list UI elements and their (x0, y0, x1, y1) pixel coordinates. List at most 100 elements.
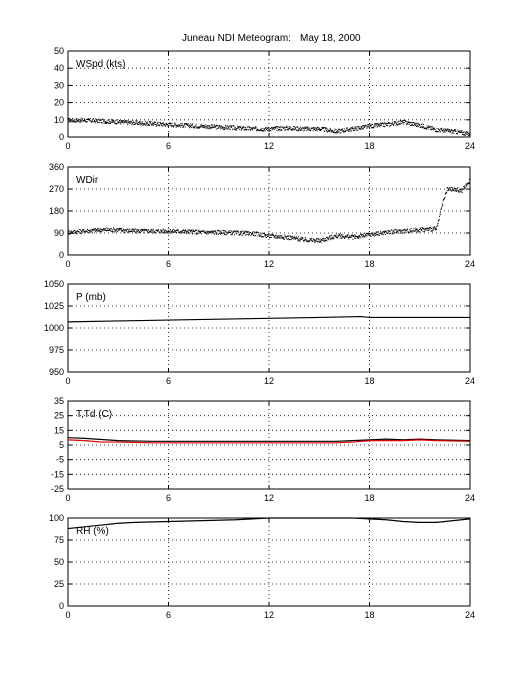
wspd-kts-point (76, 118, 78, 120)
wdir-point (301, 236, 303, 238)
wspd-kts-point (418, 123, 420, 125)
wdir-point (220, 230, 222, 232)
wdir-point (395, 231, 397, 233)
wdir-point (189, 232, 191, 234)
wspd-kts-point (78, 120, 80, 122)
wspd-kts-point (209, 126, 211, 128)
wspd-kts-point (358, 128, 360, 130)
wdir-point (325, 240, 327, 242)
wdir-point (259, 235, 261, 237)
wdir-point (106, 227, 108, 229)
wspd-kts-point (236, 127, 238, 129)
wspd-kts-point (126, 122, 128, 124)
wspd-kts-ytick-label: 20 (54, 98, 64, 108)
wspd-kts-point (72, 120, 74, 122)
wdir-point (456, 188, 458, 190)
wdir-point (103, 227, 105, 229)
wdir-point (305, 240, 307, 242)
wspd-kts-point (91, 120, 93, 122)
wspd-kts-point (324, 128, 326, 130)
wdir-point (435, 228, 437, 230)
wspd-kts-point (388, 122, 390, 124)
t-td-c-ytick-label: -15 (51, 469, 64, 479)
wspd-kts-point (308, 129, 310, 131)
wspd-kts-point (464, 134, 466, 136)
wdir-point (75, 232, 77, 234)
wdir-point (140, 229, 142, 231)
wspd-kts-point (459, 130, 461, 132)
wdir-point (173, 229, 175, 231)
wspd-kts-point (119, 122, 121, 124)
rh-xtick-label: 0 (65, 610, 70, 620)
wdir-point (181, 231, 183, 233)
wdir-point (296, 238, 298, 240)
wspd-kts-point (242, 127, 244, 129)
wspd-kts-point (222, 128, 224, 130)
wdir-point (245, 230, 247, 232)
wdir-point (107, 227, 109, 229)
wspd-kts-point (405, 121, 407, 123)
wdir-point (319, 241, 321, 243)
wspd-kts-point (294, 128, 296, 130)
wspd-kts-point (370, 125, 372, 127)
wdir-point (252, 232, 254, 234)
wspd-kts-point (206, 126, 208, 128)
wdir-point (116, 228, 118, 230)
wspd-kts-point (79, 121, 81, 123)
wspd-kts-point (448, 129, 450, 131)
wspd-kts-point (330, 129, 332, 131)
wspd-kts-point (405, 120, 407, 122)
wdir-point (264, 233, 266, 235)
wdir-point (91, 228, 93, 230)
wspd-kts-point (183, 124, 185, 126)
wdir-point (449, 187, 451, 189)
wspd-kts-point (278, 130, 280, 132)
wspd-kts-point (196, 126, 198, 128)
wspd-kts-point (74, 118, 76, 120)
wdir-point (316, 238, 318, 240)
wspd-kts-point (309, 130, 311, 132)
wdir-point (384, 231, 386, 233)
wdir-point (414, 230, 416, 232)
t-td-c-ytick-label: 35 (54, 396, 64, 406)
wspd-kts-point (125, 120, 127, 122)
wspd-kts-point (218, 126, 220, 128)
wdir-point (237, 230, 239, 232)
wdir-point (276, 237, 278, 239)
wdir-point (373, 232, 375, 234)
wdir-point (224, 230, 226, 232)
wdir-point (362, 234, 364, 236)
wdir-point (308, 241, 310, 243)
wspd-kts-point (314, 128, 316, 130)
t-td-c-label: T,Td (C) (76, 409, 112, 420)
wspd-kts-point (240, 125, 242, 127)
wdir-point (285, 237, 287, 239)
wdir-point (357, 236, 359, 238)
wspd-kts-point (88, 118, 90, 120)
wdir-point (330, 237, 332, 239)
wdir-point (175, 231, 177, 233)
wspd-kts-point (163, 124, 165, 126)
wspd-kts-point (439, 129, 441, 131)
wdir-point (270, 237, 272, 239)
wdir-point (200, 230, 202, 232)
t-td-c-xtick-label: 12 (264, 493, 274, 503)
wdir-point (244, 231, 246, 233)
wspd-kts-point (190, 125, 192, 127)
wdir-point (322, 239, 324, 241)
wdir-point (238, 234, 240, 236)
wdir-point (426, 227, 428, 229)
wdir-point (151, 229, 153, 231)
wspd-kts-point (375, 123, 377, 125)
wdir-point (403, 232, 405, 234)
wspd-kts-point (151, 124, 153, 126)
wdir-point (350, 237, 352, 239)
wspd-kts-point (94, 120, 96, 122)
wspd-kts-point (267, 130, 269, 132)
wspd-kts-point (96, 120, 98, 122)
wspd-kts-point (179, 124, 181, 126)
wspd-kts-point (154, 121, 156, 123)
wdir-point (218, 230, 220, 232)
wspd-kts-point (416, 125, 418, 127)
wdir-point (134, 228, 136, 230)
